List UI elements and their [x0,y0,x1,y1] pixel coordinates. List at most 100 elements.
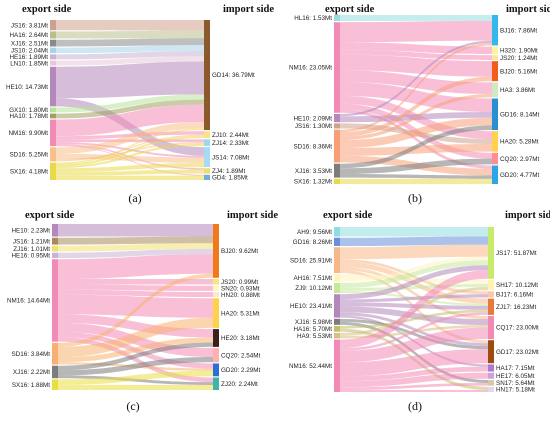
target-node [213,278,219,285]
source-node-label: SX16: 4.18Mt [10,169,48,176]
source-node-label: LN10: 1.85Mt [10,60,48,67]
target-node [213,348,219,363]
target-node-label: CQ20: 2.97Mt [500,156,539,163]
source-node [334,113,340,123]
target-node-label: JS20: 1.24Mt [500,55,537,62]
target-node [492,55,498,60]
import-side-header: import side [223,4,274,15]
source-node-label: HA9: 5.53Mt [297,333,332,340]
target-node [204,168,210,174]
source-node [334,294,340,318]
source-node [334,274,340,282]
flow-link [340,54,492,77]
flow-link [56,45,204,54]
source-node-label: SD16: 3.84Mt [11,351,50,358]
flow-link [56,20,204,31]
source-node-label: HA10: 1.78Mt [9,113,48,120]
source-node-label: SD16: 8.36Mt [293,143,332,150]
flow-link [58,254,213,279]
source-node [334,15,340,22]
source-node [52,342,58,365]
flow-links [58,224,213,390]
flow-link [58,342,213,371]
source-node-label: HE10: 2.09Mt [293,115,332,122]
target-node [488,316,494,340]
target-node [213,224,219,278]
target-node-label: JS20: 0.99Mt [221,279,258,286]
flow-link [56,99,204,119]
flow-link [56,56,204,66]
source-node-label: HE10: 2.23Mt [11,227,50,234]
source-node-label: NM16: 52.44Mt [289,363,332,370]
flow-link [340,42,492,54]
flow-link [340,259,488,295]
source-node [334,22,340,113]
source-node-label: HE10: 23.41Mt [290,303,332,310]
source-node [334,339,340,392]
sankey-panel-a: export side import side JS16: 3.81Mt HA16: … [6,4,274,205]
target-node-label: ZJ14: 2.33Mt [212,140,249,147]
flow-link [58,384,213,390]
target-node-label: ZJ4: 1.89Mt [212,168,245,175]
target-node-label: HE17: 6.05Mt [496,373,535,380]
flow-link [56,134,204,162]
target-node-label: HA20: 5.28Mt [500,139,539,146]
source-node [52,379,58,390]
flow-link [58,336,213,383]
panel-caption: (c) [126,399,139,413]
target-node-label: ZJ10: 2.44Mt [212,132,249,139]
target-node [492,15,498,46]
flow-link [58,337,213,363]
source-node [334,282,340,294]
export-side-header: export side [22,4,72,15]
target-node-label: SN17: 5.64Mt [496,380,535,387]
target-node-label: SN20: 0.93Mt [221,286,260,293]
target-node-label: ZJ20: 2.24Mt [221,381,258,388]
flow-link [56,162,204,173]
flow-link [56,135,204,166]
target-node-label: ZJ17: 16.23Mt [496,304,537,311]
target-node-label: HA20: 5.31Mt [221,310,260,317]
target-node-label: GD16: 8.14Mt [500,111,539,118]
flow-link [58,357,213,376]
source-node-label: GX10: 1.80Mt [9,107,48,114]
flow-link [340,312,488,347]
flow-link [340,366,488,382]
flow-link [56,30,204,39]
target-node [204,20,210,131]
target-node [488,386,494,392]
source-node [334,326,340,332]
flow-link [340,382,488,390]
source-node-label: AH9: 9.56Mt [297,229,332,236]
source-node-label: JS10: 2.04Mt [11,48,48,55]
target-node [213,292,219,298]
flow-link [340,178,492,184]
flow-link [340,40,492,117]
flow-link [340,227,488,237]
source-node-label: AH16: 7.51Mt [293,275,332,282]
source-node-label: XJ16: 2.22Mt [13,369,50,376]
flow-link [58,248,213,259]
target-node-label: HN20: 0.88Mt [221,292,260,299]
source-node-label: JS16: 3.81Mt [11,22,48,29]
target-node-label: GD4: 1.85Mt [212,175,248,182]
flow-link [340,349,488,377]
source-node-label: HA16: 2.64Mt [9,32,48,39]
source-node [334,237,340,246]
flow-link [58,294,213,318]
source-node [52,224,58,237]
flow-link [340,244,488,260]
flow-link [340,265,488,300]
flow-link [56,142,204,158]
flow-link [340,321,488,383]
target-node-label: BJ17: 6.16Mt [496,292,533,299]
target-node [492,98,498,131]
flow-link [340,93,492,141]
export-side-header: export side [325,4,375,15]
flow-link [340,109,492,169]
source-node-label: ZJ16: 1.01Mt [13,246,50,253]
target-node [204,174,210,180]
source-node-label: NM16: 9.90Mt [8,130,48,137]
source-node [52,245,58,252]
target-node-label: JS17: 51.87Mt [496,250,537,257]
